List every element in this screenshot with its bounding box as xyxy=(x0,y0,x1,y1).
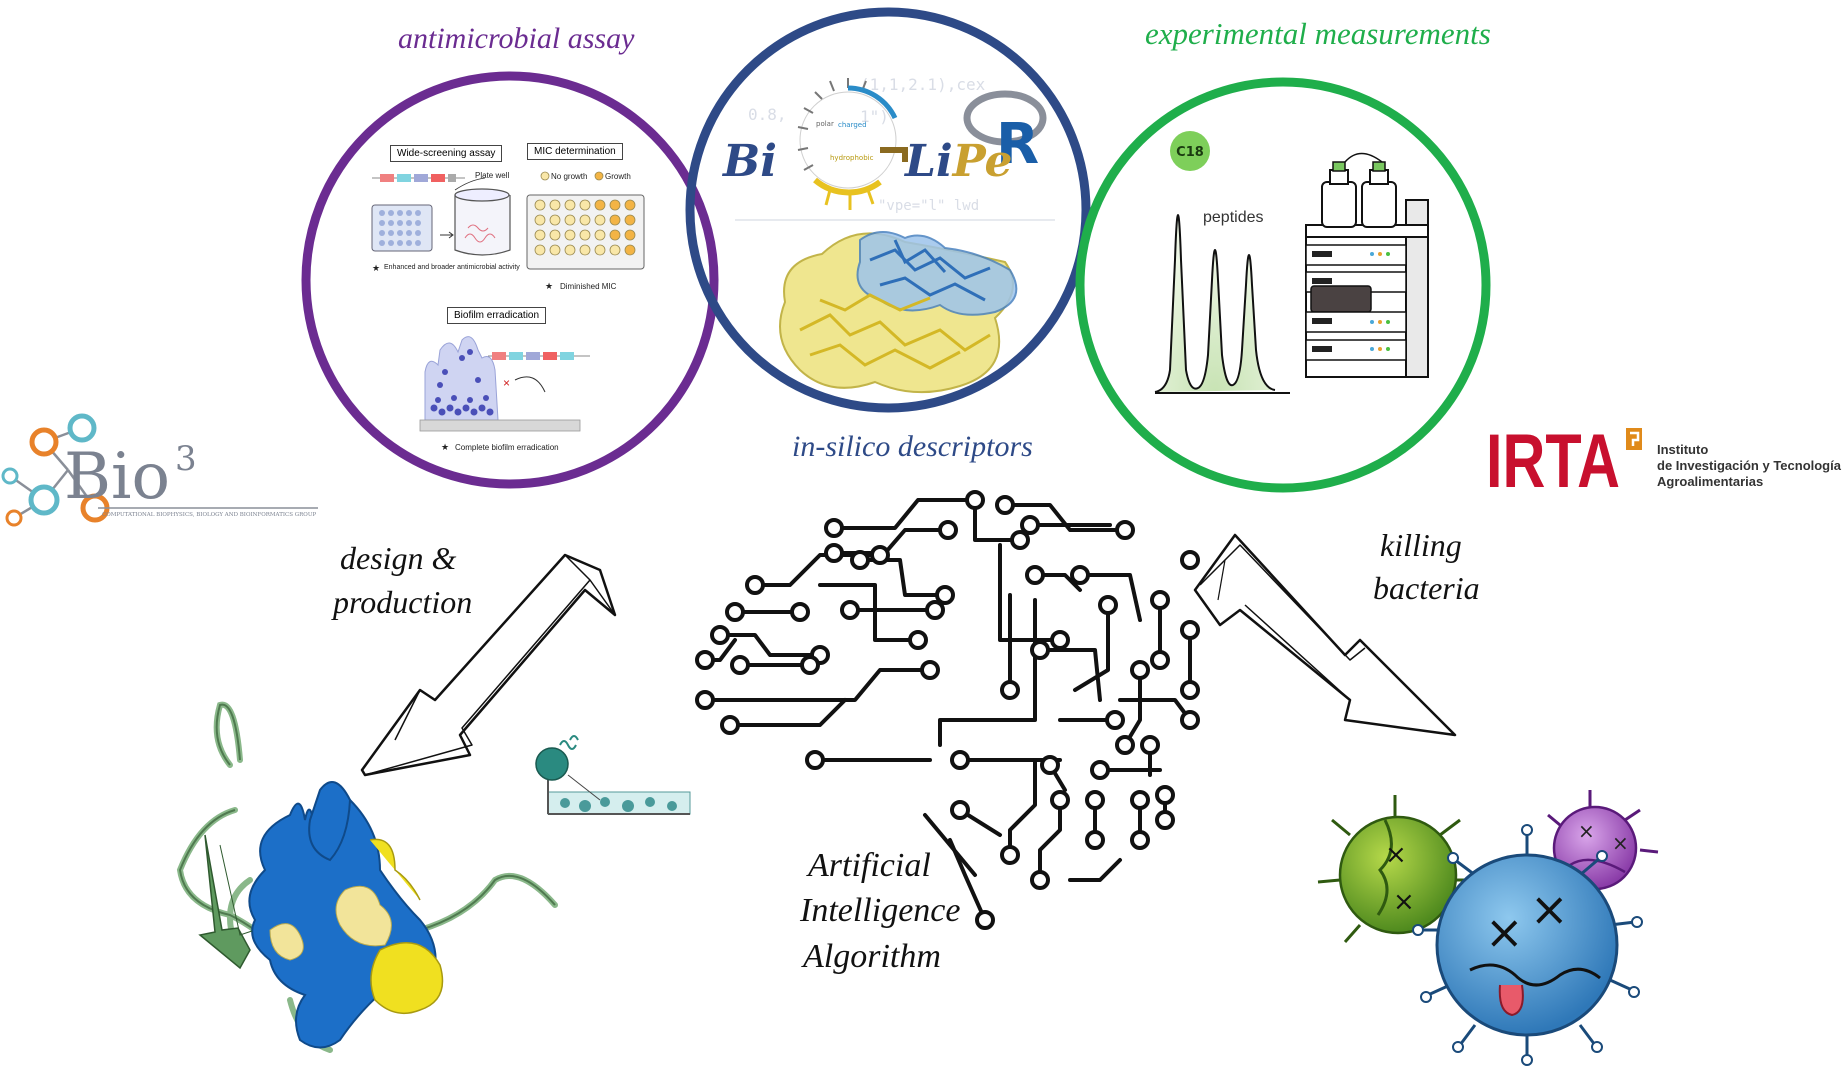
svg-text:×: × xyxy=(1612,831,1629,855)
insilico-circle xyxy=(685,7,1091,413)
bio3-logo: Bio 3 COMPUTATIONAL BIOPHYSICS, BIOLOGY … xyxy=(1,413,318,527)
design-arrow xyxy=(360,553,617,777)
svg-text:IRTA: IRTA xyxy=(1486,419,1620,504)
svg-text:LiPe: LiPe xyxy=(903,136,1013,187)
caption-ai-line1: Artificial xyxy=(808,847,931,884)
svg-text:×: × xyxy=(1385,840,1407,870)
label-biofilm-erradication: Biofilm erradication xyxy=(447,307,547,324)
caption-antimicrobial-assay: antimicrobial assay xyxy=(398,22,635,55)
svg-text:COMPUTATIONAL BIOPHYSICS, BIOL: COMPUTATIONAL BIOPHYSICS, BIOLOGY AND BI… xyxy=(102,512,316,518)
label-complete-biofilm: Complete biofilm erradication xyxy=(455,443,559,452)
svg-text:★: ★ xyxy=(372,264,380,274)
caption-ai-line3: Algorithm xyxy=(803,938,941,975)
ai-brain-nodes xyxy=(695,490,1200,930)
killing-arrow xyxy=(1193,533,1457,737)
svg-text:1"): 1") xyxy=(860,107,889,126)
caption-killing-line1: killing xyxy=(1380,527,1462,563)
label-no-growth: No growth xyxy=(551,172,588,181)
svg-text:Agroalimentarias: Agroalimentarias xyxy=(1657,474,1763,489)
svg-text:polar: polar xyxy=(816,120,834,128)
hplc-illustration: C18 peptides xyxy=(1154,131,1429,394)
biolipe-logo: (1,1,2.1),cex 0.8, 1") "vpe="l" lwd pola… xyxy=(721,75,1055,221)
svg-text:peptides: peptides xyxy=(1203,209,1264,226)
svg-text:charged: charged xyxy=(838,121,867,129)
svg-text:"vpe="l" lwd: "vpe="l" lwd xyxy=(878,198,979,214)
caption-ai-line2: Intelligence xyxy=(800,892,961,929)
svg-text:Bio: Bio xyxy=(64,440,170,514)
caption-design-line2: production xyxy=(333,584,473,620)
svg-text:hydrophobic: hydrophobic xyxy=(830,154,874,162)
label-mic-determination: MIC determination xyxy=(527,143,623,160)
caption-experimental-measurements: experimental measurements xyxy=(1145,16,1491,51)
caption-insilico-descriptors: in-silico descriptors xyxy=(792,430,1033,463)
svg-text:de Investigación y Tecnología: de Investigación y Tecnología xyxy=(1657,458,1842,473)
svg-text:Instituto: Instituto xyxy=(1657,442,1708,457)
svg-text:3: 3 xyxy=(175,439,197,479)
svg-text:×: × xyxy=(1530,882,1569,936)
label-diminished-mic: Diminished MIC xyxy=(560,282,617,291)
antimicrobial-circle xyxy=(301,71,719,489)
svg-text:C18: C18 xyxy=(1176,145,1204,160)
biofilm-cell-illustration xyxy=(535,735,691,815)
ai-brain-circuit xyxy=(703,498,1192,922)
svg-text:×: × xyxy=(1393,887,1415,917)
caption-killing-line2: bacteria xyxy=(1373,570,1480,606)
svg-text:R: R xyxy=(996,112,1039,177)
label-growth: Growth xyxy=(605,172,631,181)
assay-illustration: × ★ ★ ★ xyxy=(371,171,645,453)
label-plate-well: Plate well xyxy=(475,171,510,180)
svg-text:×: × xyxy=(1485,905,1524,959)
experimental-circle xyxy=(1075,77,1491,493)
bacteria-illustration: × × × × × × xyxy=(1317,790,1659,1066)
svg-text:×: × xyxy=(1578,819,1595,843)
peptide-structure xyxy=(176,701,558,1053)
caption-design-line1: design & xyxy=(340,540,457,576)
label-wide-screening: Wide-screening assay xyxy=(390,145,503,162)
svg-text:(1,1,2.1),cex: (1,1,2.1),cex xyxy=(860,75,986,94)
svg-text:0.8,: 0.8, xyxy=(748,105,787,124)
svg-text:Bi: Bi xyxy=(721,136,777,187)
svg-text:×: × xyxy=(503,376,510,390)
svg-text:★: ★ xyxy=(441,443,449,453)
irta-logo: IRTA Instituto de Investigación y Tecnol… xyxy=(1486,419,1842,504)
svg-text:★: ★ xyxy=(545,282,553,292)
protein-3d-structure xyxy=(779,231,1018,394)
label-enhanced: Enhanced and broader antimicrobial activ… xyxy=(384,264,520,271)
